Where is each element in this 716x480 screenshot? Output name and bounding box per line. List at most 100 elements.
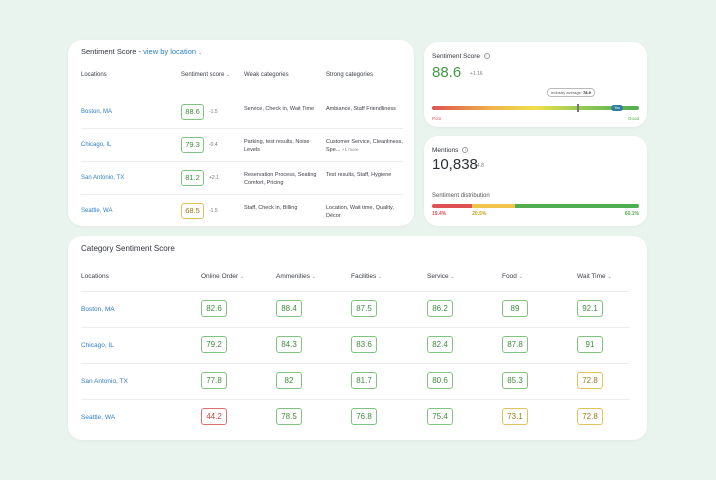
chevron-down-icon: ⌄	[226, 72, 231, 78]
column-header-label: Wait Time	[577, 273, 606, 280]
industry-average-label: Industry average:	[551, 90, 582, 95]
chevron-down-icon: ⌄	[378, 274, 383, 280]
column-header-facilities[interactable]: Facilities ⌄	[351, 273, 382, 280]
category-score-badge: 81.7	[351, 372, 377, 389]
sentiment-gauge-bar	[432, 106, 639, 110]
column-header-sentiment-score[interactable]: Sentiment score ⌄	[181, 72, 230, 78]
location-link[interactable]: Chicago, IL	[81, 142, 112, 148]
category-score-badge: 82	[276, 372, 302, 389]
locations-sentiment-card: Sentiment Score - view by location ⌄ Loc…	[68, 40, 414, 228]
strong-categories: Ambiance, Staff Friendliness	[326, 105, 406, 113]
sentiment-score-badge: 79.3	[181, 137, 204, 153]
overall-sentiment-score-card: Sentiment Score i 88.6 +1.16 Industry av…	[424, 42, 647, 127]
distribution-segment	[472, 204, 515, 208]
view-by-location-dropdown[interactable]: view by location ⌄	[143, 47, 202, 56]
distribution-label: 60.1%	[624, 211, 639, 217]
location-link[interactable]: Seattle, WA	[81, 414, 116, 421]
column-header-online-order[interactable]: Online Order ⌄	[201, 273, 244, 280]
category-score-badge: 44.2	[201, 408, 227, 425]
category-score-badge: 86.2	[427, 300, 453, 317]
strong-categories-text: Ambiance, Staff Friendliness	[326, 106, 396, 112]
industry-average-marker	[576, 104, 579, 112]
category-score-badge: 79.2	[201, 336, 227, 353]
category-score-badge: 72.8	[577, 372, 603, 389]
strong-categories-text: Customer Service, Cleanliness, Spe...	[326, 139, 403, 153]
column-header-service[interactable]: Service ⌄	[427, 273, 455, 280]
chevron-down-icon: ⌄	[607, 274, 612, 280]
column-header-label: Facilities	[351, 273, 377, 280]
category-score-badge: 88.4	[276, 300, 302, 317]
category-score-badge: 77.8	[201, 372, 227, 389]
distribution-label: 20.5%	[472, 211, 487, 217]
category-score-badge: 89	[502, 300, 528, 317]
sentiment-score-badge: 68.5	[181, 203, 204, 219]
strong-categories: Test results, Staff, Hygiene	[326, 171, 406, 179]
column-header-locations: Locations	[81, 72, 107, 78]
table-row: Chicago, IL 79.2 84.3 83.6 82.4 87.8 91	[81, 327, 629, 363]
weak-categories: Staff, Check in, Billing	[244, 205, 298, 211]
strong-categories-text: Test results, Staff, Hygiene	[326, 172, 392, 178]
locations-card-title: Sentiment Score - view by location ⌄	[81, 47, 202, 56]
category-score-badge: 72.8	[577, 408, 603, 425]
column-header-locations: Locations	[81, 273, 109, 280]
category-score-badge: 85.3	[502, 372, 528, 389]
gauge-poor-label: Poor	[432, 116, 442, 121]
score-delta: -1.5	[209, 208, 218, 214]
score-delta: +2.1	[209, 175, 219, 181]
chevron-down-icon: ⌄	[518, 274, 523, 280]
score-card-title-text: Sentiment Score	[432, 53, 481, 60]
mentions-delta: +4.8	[474, 163, 484, 169]
category-score-badge: 91	[577, 336, 603, 353]
category-score-badge: 92.1	[577, 300, 603, 317]
chevron-down-icon: ⌄	[198, 50, 203, 56]
column-header-label: Service	[427, 273, 449, 280]
card-title-text: Sentiment Score -	[81, 47, 142, 56]
category-score-badge: 87.5	[351, 300, 377, 317]
category-card-title: Category Sentiment Score	[81, 244, 175, 253]
location-link[interactable]: Boston, MA	[81, 109, 113, 115]
score-delta: -0.4	[209, 142, 218, 148]
column-header-food[interactable]: Food ⌄	[502, 273, 523, 280]
column-header-label: Sentiment score	[181, 72, 225, 78]
location-link[interactable]: Seattle, WA	[81, 208, 113, 214]
info-icon[interactable]: i	[483, 53, 490, 60]
chevron-down-icon: ⌄	[240, 274, 245, 280]
location-link[interactable]: Boston, MA	[81, 306, 115, 313]
chevron-down-icon: ⌄	[311, 274, 316, 280]
category-score-badge: 82.4	[427, 336, 453, 353]
distribution-segment	[514, 204, 639, 208]
category-score-badge: 78.5	[276, 408, 302, 425]
weak-categories: Service, Check in, Wait Time	[244, 106, 315, 112]
category-score-badge: 76.8	[351, 408, 377, 425]
sentiment-distribution-title: Sentiment distribution	[432, 193, 490, 199]
score-card-title: Sentiment Score i	[432, 53, 490, 60]
weak-categories: Reservation Process, Seating Comfort, Pr…	[244, 172, 317, 186]
location-link[interactable]: San Antonio, TX	[81, 175, 125, 181]
column-header-wait-time[interactable]: Wait Time ⌄	[577, 273, 612, 280]
sentiment-distribution-bar	[432, 204, 639, 208]
info-icon[interactable]: i	[462, 147, 469, 154]
distribution-label: 19.4%	[432, 211, 447, 217]
column-header-label: Ammenities	[276, 273, 310, 280]
score-delta: -1.5	[209, 109, 218, 115]
category-score-badge: 73.1	[502, 408, 528, 425]
strong-categories: Location, Wait time, Quality, Décor	[326, 204, 406, 220]
category-score-badge: 80.6	[427, 372, 453, 389]
column-header-weak-categories: Weak categories	[244, 72, 289, 78]
view-by-location-label: view by location	[143, 47, 197, 56]
overall-score-value: 88.6	[432, 64, 462, 81]
table-row: Boston, MA 88.6 -1.5 Service, Check in, …	[81, 96, 403, 129]
strong-categories-text: Location, Wait time, Quality, Décor	[326, 205, 394, 219]
location-link[interactable]: San Antonio, TX	[81, 378, 128, 385]
category-score-badge: 82.6	[201, 300, 227, 317]
table-row: Chicago, IL 79.3 -0.4 Parking, test resu…	[81, 129, 403, 162]
you-marker-badge: You	[611, 105, 624, 111]
location-link[interactable]: Chicago, IL	[81, 342, 114, 349]
industry-average-value: 78.9	[583, 90, 591, 95]
table-row: Boston, MA 82.6 88.4 87.5 86.2 89 92.1	[81, 291, 629, 327]
weak-categories: Parking, test results, Noise Levels	[244, 139, 310, 153]
more-categories-link[interactable]: +1 more	[341, 147, 359, 152]
industry-average-badge: Industry average: 78.9	[547, 88, 595, 97]
column-header-ammenities[interactable]: Ammenities ⌄	[276, 273, 316, 280]
mentions-title-text: Mentions	[432, 147, 459, 154]
